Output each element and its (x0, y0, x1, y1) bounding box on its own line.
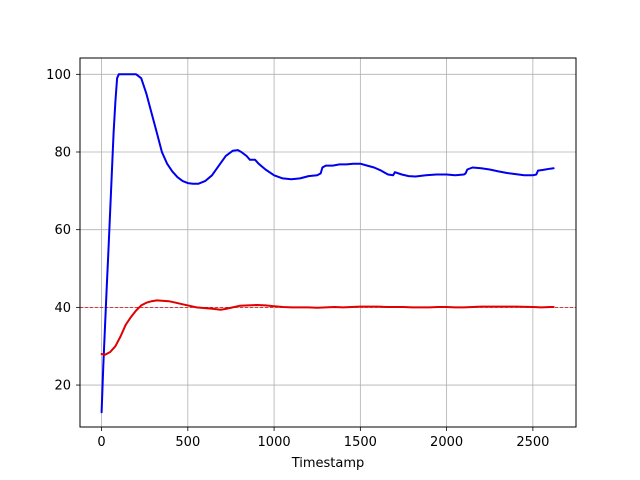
plot-frame (79, 57, 577, 428)
grid (80, 58, 576, 427)
x-tick-label: 1500 (344, 435, 377, 450)
x-tick-label: 1000 (258, 435, 291, 450)
y-tick-label: 40 (54, 301, 71, 316)
x-tick-label: 2500 (516, 435, 549, 450)
series-line-1 (100, 73, 555, 414)
x-tick-label: 500 (175, 435, 200, 450)
x-axis-ticks: 0 500 1000 1500 2000 2500 (97, 427, 549, 450)
y-tick-label: 100 (46, 68, 71, 83)
series-lines (100, 73, 555, 414)
x-axis-title: Timestamp (291, 456, 365, 471)
x-tick-label: 2000 (430, 435, 463, 450)
x-tick-label: 0 (97, 435, 105, 450)
y-tick-label: 80 (54, 145, 71, 160)
y-axis-ticks: 20 40 60 80 100 (46, 68, 80, 394)
y-tick-label: 60 (54, 223, 71, 238)
y-tick-label: 20 (54, 379, 71, 394)
series-line-2 (100, 299, 555, 356)
